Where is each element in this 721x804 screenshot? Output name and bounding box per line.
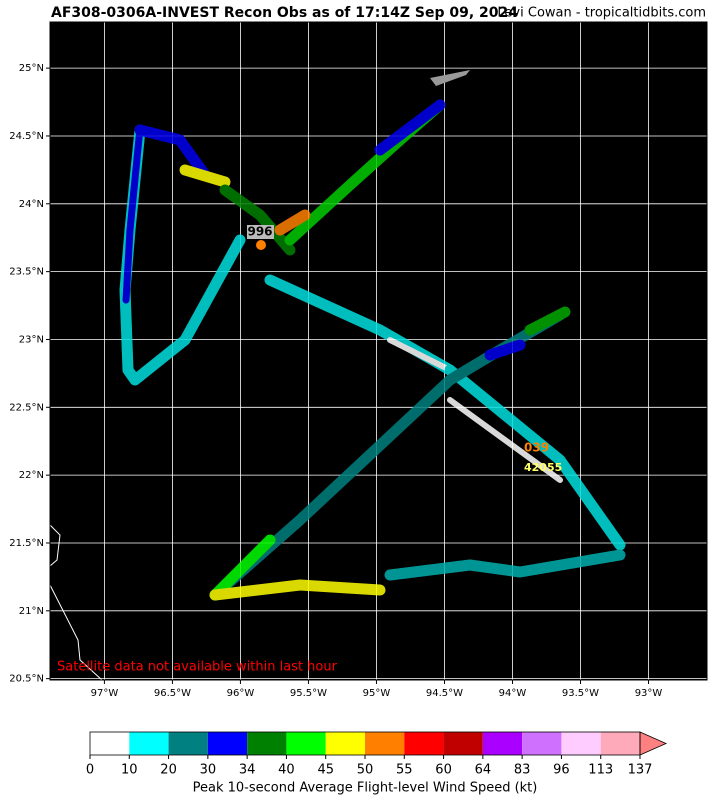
colorbar-bin [129,732,169,755]
colorbar-bin [90,732,130,755]
colorbar-bin [365,732,405,755]
colorbar-bin [247,732,287,755]
colorbar-tick-label: 83 [514,763,531,778]
colorbar-tick-label: 96 [553,763,570,778]
colorbar-tick-label: 10 [121,763,138,778]
pressure-label: 996 [247,225,272,239]
track-segment [209,579,386,601]
track-segment [134,124,211,181]
track-segment [274,209,311,236]
colorbar-bin [325,732,365,755]
track-segment [122,124,144,304]
colorbar-tick-label: 113 [588,763,613,778]
colorbar-label: Peak 10-second Average Flight-level Wind… [193,781,538,796]
colorbar-bin [600,732,640,755]
sonde-id-label: 42055 [524,461,562,474]
y-tick-label: 23.5°N [9,267,44,278]
colorbar-bin [561,732,601,755]
colorbar-tick-label: 55 [396,763,413,778]
flight-track [119,99,626,601]
aircraft-icon [430,70,470,86]
y-tick-label: 22°N [19,470,44,481]
track-segment [219,184,296,256]
colorbar-bin [443,732,483,755]
colorbar-tick-label: 45 [317,763,334,778]
y-tick-label: 21°N [19,606,44,617]
colorbar-bin [404,732,444,755]
y-tick-label: 25°N [19,63,44,74]
track-segment [374,99,446,156]
colorbar-tick-label: 20 [160,763,177,778]
y-tick-label: 20.5°N [9,674,44,685]
x-tick-label: 93.5°W [562,688,599,699]
x-tick-label: 97°W [91,688,119,699]
x-tick-label: 94.5°W [426,688,463,699]
center-marker [256,240,266,250]
colorbar-bin [522,732,562,755]
y-tick-label: 22.5°N [9,402,44,413]
colorbar-bin [286,732,326,755]
y-tick-label: 24°N [19,199,44,210]
track-segment [484,339,526,361]
y-tick-label: 21.5°N [9,538,44,549]
colorbar-tick-label: 40 [278,763,295,778]
colorbar-tick-label: 137 [628,763,653,778]
colorbar-tick-label: 30 [200,763,217,778]
colorbar-tick-label: 0 [86,763,94,778]
dropsonde-label: 039 [524,441,549,455]
colorbar-extend [639,731,667,756]
y-tick-label: 24.5°N [9,131,44,142]
x-tick-label: 94°W [499,688,527,699]
notice: Satellite data not available within last… [57,660,338,675]
colorbar-tick-label: 64 [475,763,492,778]
track-segment [387,337,453,373]
track-segment [209,534,276,601]
track-segment [447,397,563,483]
title: AF308-0306A-INVEST Recon Obs as of 17:14… [51,5,518,21]
colorbar-bin [207,732,248,755]
colorbar-bin [482,732,523,755]
credit: Levi Cowan - tropicaltidbits.com [497,6,706,21]
colorbar-bin [168,732,208,755]
colorbar-tick-label: 60 [435,763,452,778]
x-tick-label: 95°W [363,688,391,699]
map-frame [49,21,708,681]
coastline [49,524,103,681]
x-tick-label: 96.5°W [154,688,191,699]
x-tick-label: 96°W [227,688,255,699]
colorbar-tick-label: 50 [357,763,374,778]
track-segment [179,164,231,188]
x-tick-label: 93°W [635,688,663,699]
colorbar-tick-label: 34 [239,763,256,778]
track-segment [384,549,626,581]
pressure-box [247,225,274,239]
map-area [50,22,707,680]
y-tick-label: 23°N [19,334,44,345]
x-tick-label: 95.5°W [290,688,327,699]
track-segment [444,364,626,551]
track-segment [524,306,571,336]
